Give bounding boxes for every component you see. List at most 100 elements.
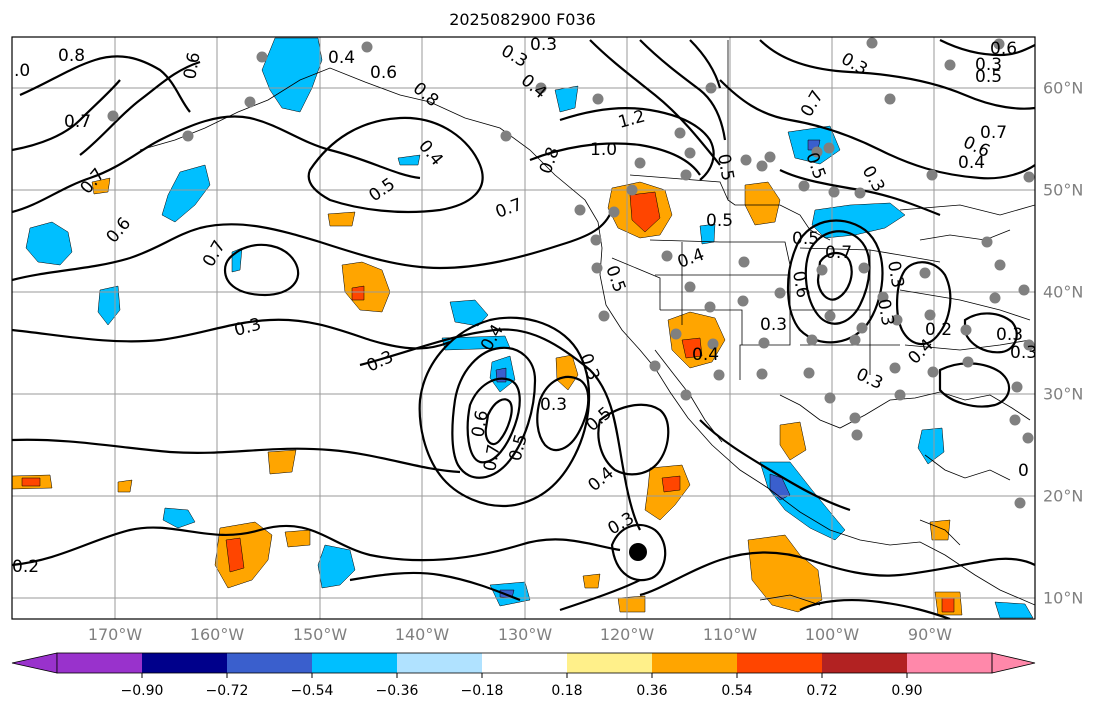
longitude-label: 150°W [292, 625, 348, 644]
contour-label: 0.4 [958, 153, 985, 173]
longitude-label: 160°W [189, 625, 245, 644]
negative-region [917, 427, 945, 465]
positive-region [779, 421, 807, 461]
latitude-label: 40°N [1043, 282, 1084, 302]
negative-region [261, 37, 323, 113]
colorbar-segment [482, 653, 567, 673]
storm-center-marker [629, 543, 647, 561]
contour-label: 0.6 [180, 51, 204, 81]
positive-region [117, 479, 133, 493]
colorbar-segment [142, 653, 227, 673]
colorbar-segment [57, 653, 142, 673]
negative-region [811, 202, 906, 239]
positive-core [629, 191, 661, 233]
contour-label: 0.3 [996, 325, 1023, 345]
negative-region [161, 164, 211, 223]
colorbar-tick-label: −0.54 [290, 683, 334, 699]
colorbar-tick-label: 0.36 [636, 683, 668, 699]
colorbar-segment [907, 653, 992, 673]
contour-label: 0.3 [530, 35, 557, 55]
contour-label: 0.3 [873, 297, 897, 327]
longitude-label: 140°W [394, 625, 450, 644]
colorbar-tick-label: −0.90 [120, 683, 164, 699]
contour-label: 0.6 [370, 63, 397, 83]
contour-label: 0.2 [12, 557, 39, 577]
contour-label: 0.2 [925, 320, 952, 340]
longitude-label: 100°W [804, 625, 860, 644]
colorbar-tick-label: 0.18 [551, 683, 583, 699]
contour-label: 0.4 [328, 48, 355, 68]
positive-region [555, 354, 579, 391]
positive-region [327, 211, 356, 227]
contour-label: 0.6 [468, 409, 492, 439]
negative-region [25, 221, 73, 266]
latitude-label: 20°N [1043, 486, 1084, 506]
positive-region [929, 519, 951, 541]
positive-core [681, 337, 703, 359]
contour-label: 0.7 [980, 123, 1007, 143]
contour-label: 0.4 [692, 345, 719, 365]
contour-label: 0.7 [64, 112, 91, 132]
positive-region [582, 573, 601, 589]
positive-core [661, 475, 681, 493]
colorbar-max-arrow [991, 652, 1036, 674]
map-title: 2025082900 F036 [449, 10, 596, 29]
shaded-regions [12, 37, 1034, 619]
graticule [12, 37, 1035, 619]
colorbar-segment [652, 653, 737, 673]
positive-core [351, 285, 365, 301]
contour-label: 0.8 [58, 46, 85, 66]
latitude-label: 60°N [1043, 78, 1084, 98]
colorbar-segment [737, 653, 822, 673]
contour-label: 0.5 [713, 152, 737, 182]
longitude-label: 90°W [907, 625, 953, 644]
negative-region [554, 85, 579, 113]
latitude-label: 50°N [1043, 180, 1084, 200]
colorbar-tick-label: −0.18 [460, 683, 504, 699]
contour-label: 0.3 [975, 55, 1002, 75]
contour-label: 0.5 [706, 211, 733, 231]
positive-region [284, 529, 311, 548]
longitude-label: 120°W [599, 625, 655, 644]
contour-label: 0.5 [792, 229, 819, 249]
positive-region [267, 449, 297, 475]
contour-label: 0.7 [825, 243, 852, 263]
colorbar [11, 652, 1036, 678]
colorbar-min-arrow [11, 652, 58, 674]
positive-region [617, 595, 646, 613]
latitude-label: 10°N [1043, 588, 1084, 608]
colorbar-tick-label: 0.54 [721, 683, 753, 699]
colorbar-segment [397, 653, 482, 673]
contour-label: 0.7 [480, 443, 504, 473]
latitude-label: 30°N [1043, 384, 1084, 404]
contour-label: 0.6 [788, 269, 812, 299]
positive-region [747, 534, 823, 613]
colorbar-tick-label: 0.72 [806, 683, 838, 699]
colorbar-tick-label: 0.90 [891, 683, 923, 699]
negative-region [994, 601, 1034, 619]
contour-lines [12, 39, 1035, 619]
contour-label: 0 [1018, 461, 1029, 481]
positive-core [941, 597, 955, 613]
contour-label: 0.5 [975, 67, 1002, 87]
colorbar-segment [567, 653, 652, 673]
negative-region [449, 299, 489, 327]
coastlines [139, 40, 1035, 606]
contour-label: .0 [14, 61, 30, 81]
map-area: .0 0.8 0.4 0.3 0.3 0.6 0.8 0.7 0.7 0.6 0… [12, 35, 1037, 619]
contour-label: 1.0 [590, 140, 617, 160]
negative-region [162, 507, 196, 529]
positive-core [225, 537, 245, 573]
colorbar-tick-label: −0.36 [375, 683, 419, 699]
colorbar-segment [822, 653, 907, 673]
colorbar-segment [312, 653, 397, 673]
longitude-label: 170°W [87, 625, 143, 644]
contour-label: 0.3 [760, 315, 787, 335]
colorbar-segment [227, 653, 312, 673]
map-frame [11, 36, 1036, 620]
longitude-label: 110°W [702, 625, 758, 644]
contour-label: 0.6 [990, 39, 1017, 59]
contour-label: 0.3 [1010, 343, 1037, 363]
contour-label: 0.3 [540, 395, 567, 415]
